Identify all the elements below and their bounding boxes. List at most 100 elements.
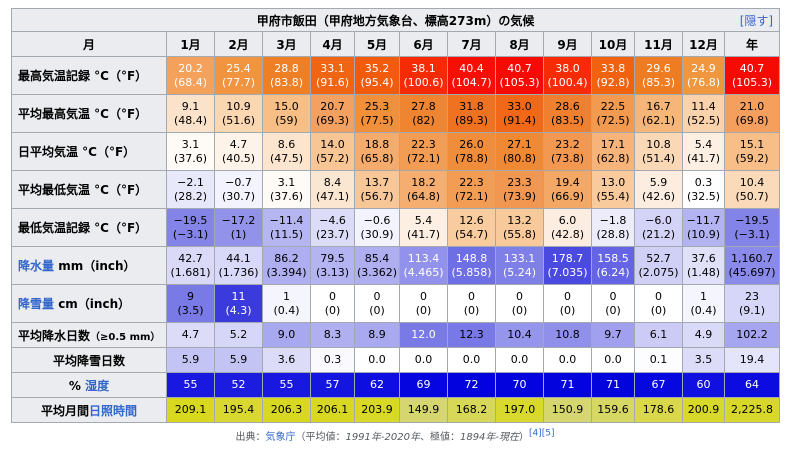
value-cell: 22.3 (72.1)	[447, 170, 496, 209]
value-secondary: (0)	[415, 303, 432, 317]
year-value-cell: 1,160.7 (45.697)	[723, 246, 781, 285]
value-primary: 10.9	[226, 99, 251, 113]
row-label-link[interactable]: 湿度	[85, 378, 110, 393]
value-secondary: (80.8)	[502, 151, 537, 165]
row-label: 平均降雪日数	[11, 347, 167, 373]
value-primary: 37.6	[691, 251, 716, 265]
value-cell: 71	[591, 372, 635, 398]
value-cell: 4.9	[682, 322, 725, 348]
value-primary: 40.4	[459, 61, 484, 75]
value-secondary: (0)	[559, 303, 576, 317]
row-label-link[interactable]: 日照時間	[89, 403, 138, 418]
value-cell: 23.2 (73.8)	[543, 132, 592, 171]
value-secondary: (11.5)	[269, 227, 304, 241]
table-row: % 湿度 55 52 55 57 62 69 72 70 71 71 67 60 64	[11, 372, 781, 398]
value-cell: 8.3	[310, 322, 355, 348]
table-row: 平均最高気温 °C（°F） 9.1 (48.4) 10.9 (51.6) 15.0 (59)…	[11, 94, 781, 133]
hide-toggle-link[interactable]: [隠す]	[739, 14, 774, 28]
value-primary: 195.4	[222, 403, 255, 416]
value-primary: 1	[700, 289, 707, 303]
value-cell: 33.8 (92.8)	[591, 56, 635, 95]
value-cell: 10.9 (51.6)	[214, 94, 263, 133]
value-secondary: (−3.1)	[734, 227, 770, 241]
value-cell: 44.1 (1.736)	[214, 246, 263, 285]
value-primary: 40.7	[739, 61, 765, 75]
value-primary: −19.5	[173, 213, 208, 227]
value-primary: 10.4	[739, 175, 765, 189]
value-cell: 57	[310, 372, 355, 398]
row-label: 最低気温記録 °C（°F）	[11, 208, 167, 247]
value-primary: 13.2	[507, 213, 532, 227]
value-cell: 0 (0)	[354, 284, 400, 323]
value-cell: −19.5 (−3.1)	[166, 208, 215, 247]
value-cell: 5.4 (41.7)	[399, 208, 448, 247]
year-value-cell: 40.7 (105.3)	[723, 56, 781, 95]
value-primary: 64	[745, 378, 760, 391]
row-label-pre: %	[68, 378, 86, 393]
value-primary: 14.0	[320, 137, 345, 151]
value-cell: 206.3	[262, 397, 311, 423]
value-cell: 148.8 (5.858)	[447, 246, 496, 285]
value-cell: 203.9	[354, 397, 400, 423]
source-org-link[interactable]: 気象庁	[265, 432, 296, 443]
value-primary: 4.9	[694, 328, 713, 341]
value-primary: −1.8	[599, 213, 627, 227]
value-secondary: (91.4)	[502, 113, 537, 127]
value-cell: 17.1 (62.8)	[591, 132, 635, 171]
value-cell: 0 (0)	[310, 284, 355, 323]
value-cell: 20.7 (69.3)	[310, 94, 355, 133]
value-primary: 0.0	[604, 353, 622, 366]
value-cell: 178.7 (7.035)	[543, 246, 592, 285]
value-secondary: (59)	[275, 113, 298, 127]
value-primary: 3.1	[277, 175, 296, 189]
value-cell: 10.4	[495, 322, 544, 348]
value-primary: 28.6	[555, 99, 580, 113]
value-cell: 206.1	[310, 397, 355, 423]
climate-table-wrapper: 甲府市飯田（甲府地方気象台、標高273m）の気候 [隠す] 月 1月 2月 3月 4月…	[10, 8, 781, 443]
value-primary: 1,160.7	[731, 251, 774, 265]
value-cell: 9 (3.5)	[166, 284, 215, 323]
value-primary: 10.8	[555, 328, 580, 341]
value-cell: 13.7 (56.7)	[354, 170, 400, 209]
value-cell: 3.1 (37.6)	[262, 170, 311, 209]
value-secondary: (3.394)	[266, 265, 307, 279]
value-cell: 14.0 (57.2)	[310, 132, 355, 171]
header-row-label: 月	[11, 31, 167, 57]
value-cell: 0.1	[634, 347, 683, 373]
value-secondary: (5.858)	[451, 265, 492, 279]
value-primary: 24.9	[691, 61, 716, 75]
value-secondary: (4.3)	[225, 303, 252, 317]
source-refs-link[interactable]: [4][5]	[529, 428, 555, 439]
value-cell: −0.7 (30.7)	[214, 170, 263, 209]
year-value-cell: 23 (9.1)	[723, 284, 781, 323]
value-cell: 150.9	[543, 397, 592, 423]
value-primary: 23.3	[507, 175, 532, 189]
header-month: 4月	[310, 31, 355, 57]
value-cell: 197.0	[495, 397, 544, 423]
row-label-link[interactable]: 降雪量	[18, 297, 55, 311]
header-month: 12月	[682, 31, 725, 57]
row-label: 降水量 mm（inch）	[11, 246, 167, 285]
row-label-link[interactable]: 降水量	[18, 259, 55, 273]
value-cell: 0.0	[543, 347, 592, 373]
value-secondary: (37.6)	[269, 189, 304, 203]
table-row: 降雪量 cm（inch） 9 (3.5) 11 (4.3) 1 (0.4) 0 (0) 0 (0) 0…	[11, 284, 781, 323]
value-secondary: (72.5)	[596, 113, 630, 127]
value-cell: 86.2 (3.394)	[262, 246, 311, 285]
value-secondary: (69.3)	[315, 113, 350, 127]
header-month: 2月	[214, 31, 263, 57]
value-cell: 10.8 (51.4)	[634, 132, 683, 171]
value-cell: 38.0 (100.4)	[543, 56, 592, 95]
value-primary: 200.9	[687, 403, 720, 416]
value-primary: 159.6	[597, 403, 629, 416]
value-secondary: (72.1)	[454, 189, 489, 203]
header-year: 年	[723, 31, 781, 57]
value-primary: 5.4	[694, 137, 713, 151]
table-row: 日平均気温 °C（°F） 3.1 (37.6) 4.7 (40.5) 8.6 (47.5) 1…	[11, 132, 781, 171]
header-month: 1月	[166, 31, 215, 57]
value-primary: 28.8	[274, 61, 299, 75]
value-cell: 4.7 (40.5)	[214, 132, 263, 171]
value-secondary: (1.681)	[170, 265, 211, 279]
hide-label[interactable]: 隠す	[744, 14, 769, 28]
source-period: 1991年-2020年	[345, 432, 420, 443]
